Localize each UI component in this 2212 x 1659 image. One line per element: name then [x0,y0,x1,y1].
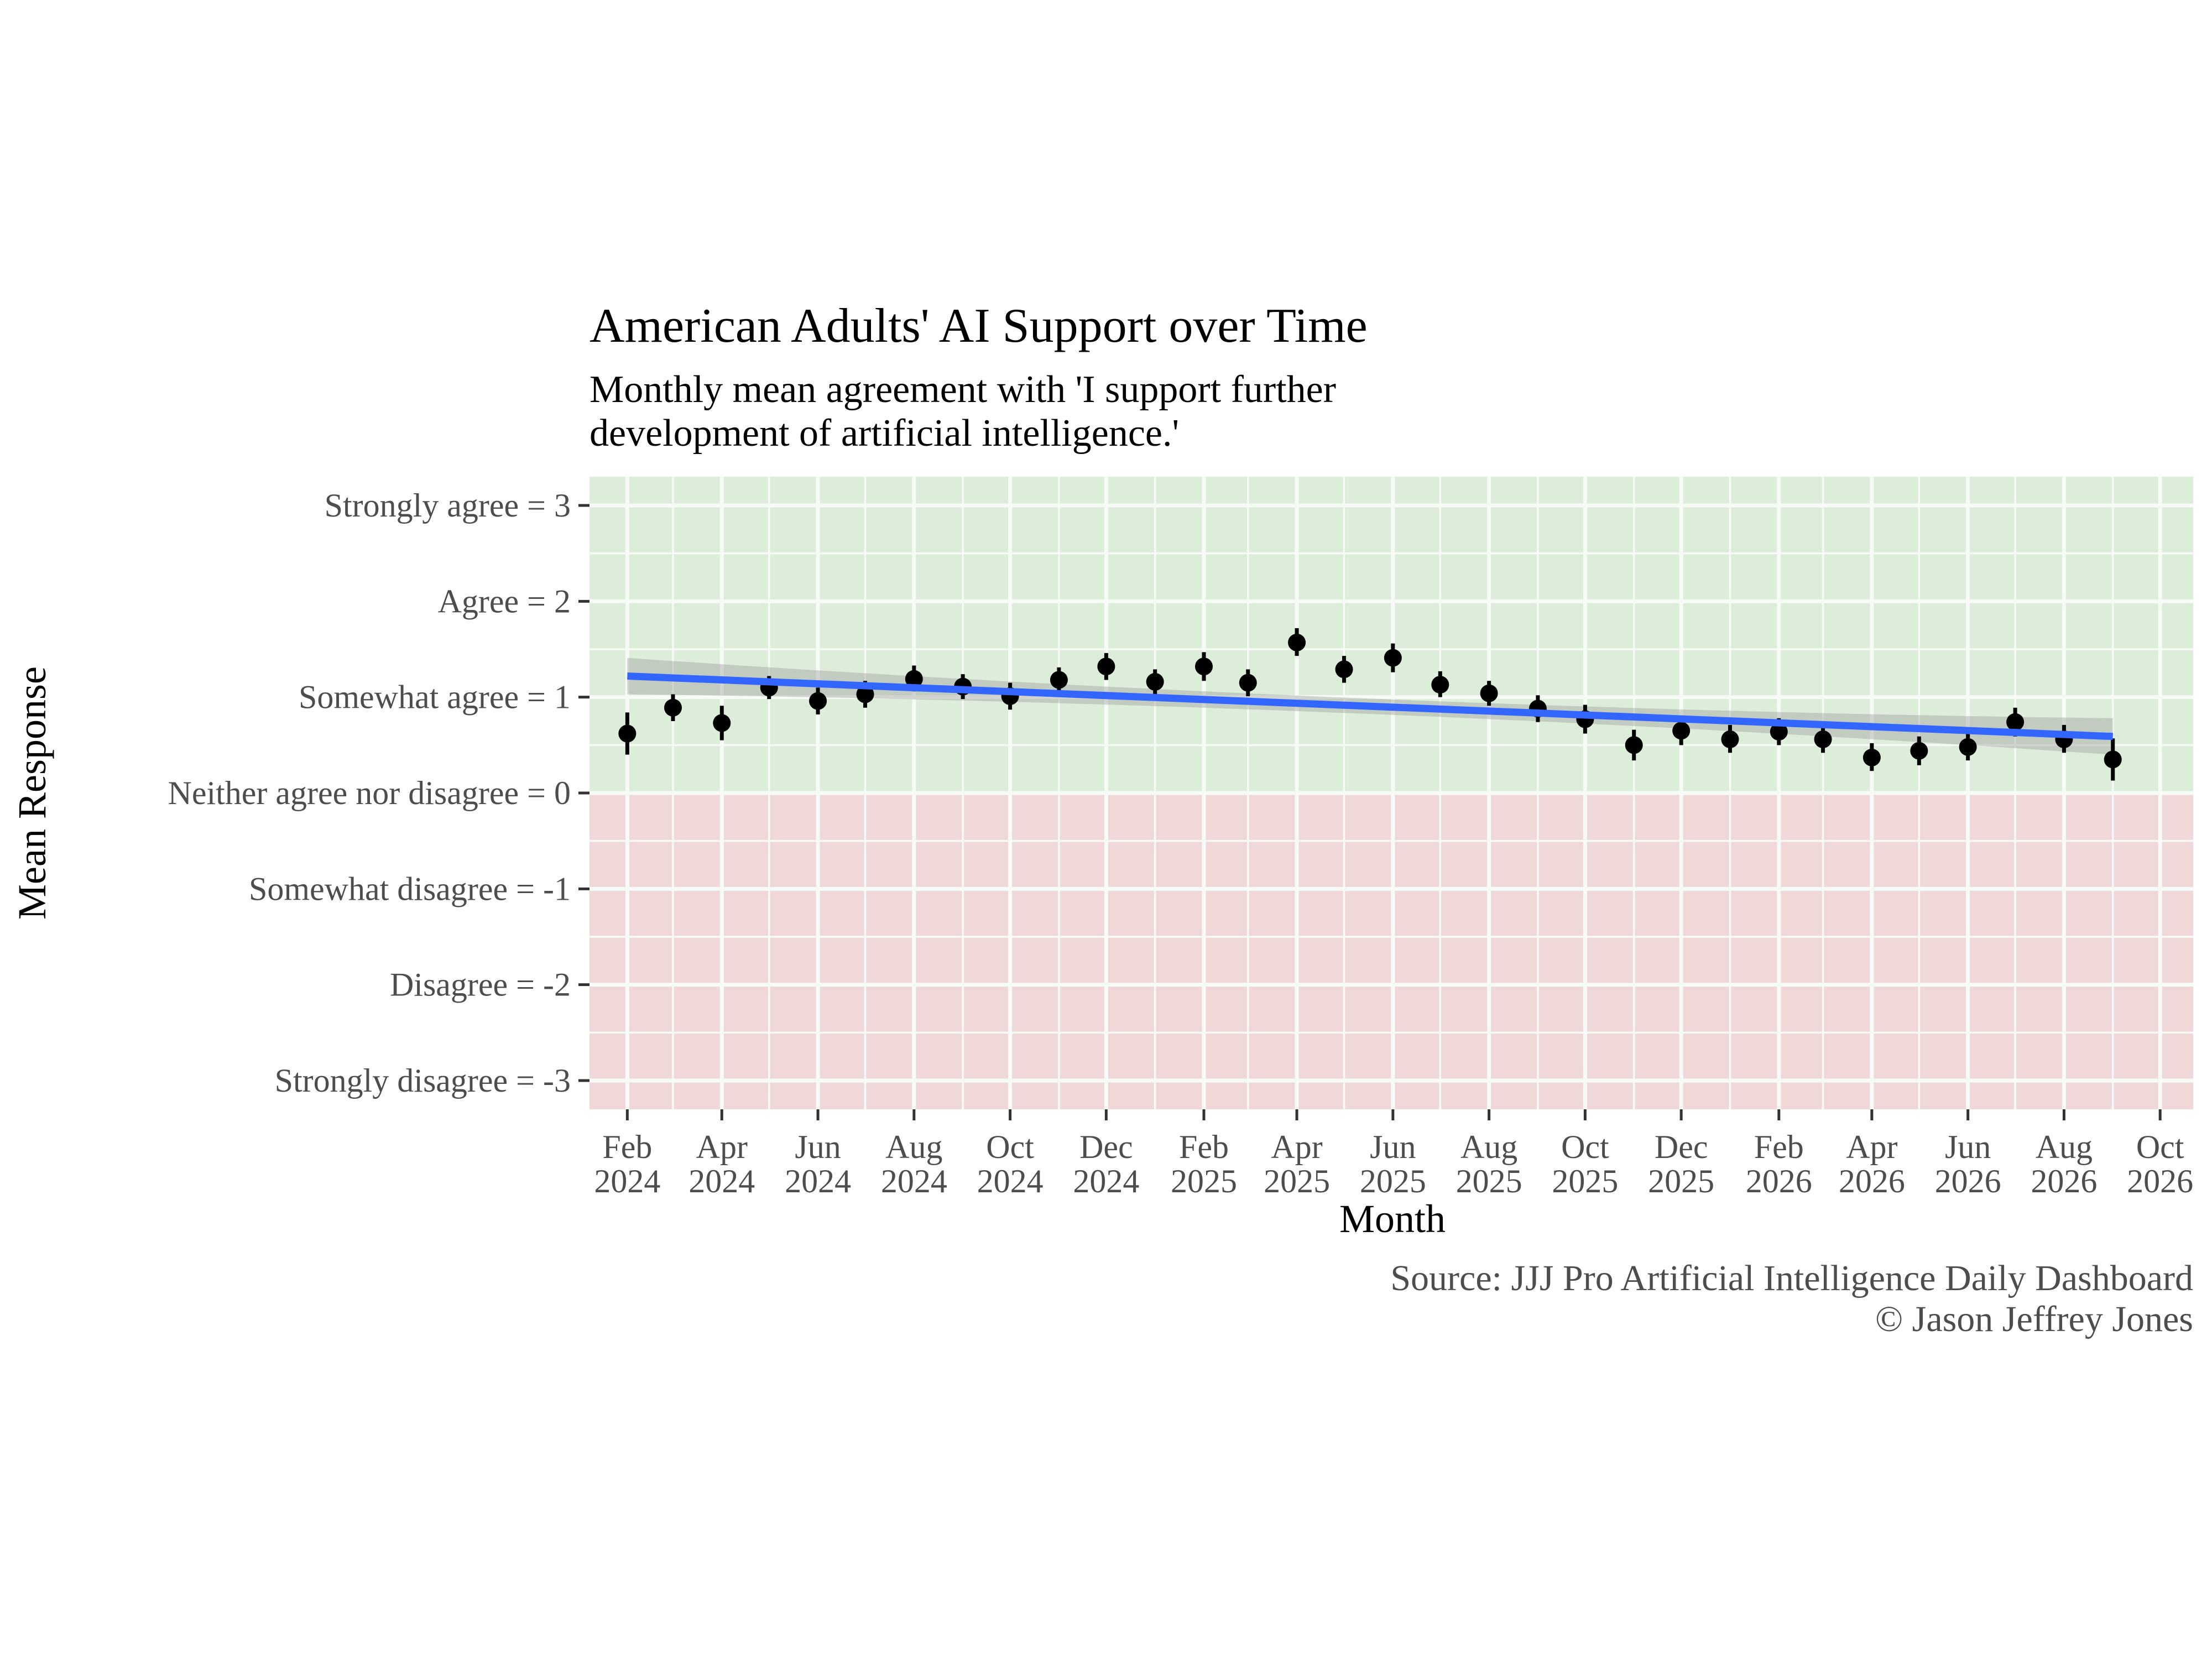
data-point [856,685,874,703]
x-tick-label-year: 2026 [1746,1163,1812,1199]
x-tick-label-year: 2026 [2127,1163,2193,1199]
x-tick-label-year: 2025 [1171,1163,1237,1199]
x-tick-label-month: Oct [2136,1129,2184,1165]
data-point [2006,713,2025,731]
data-point [1863,748,1881,766]
x-tick-label-month: Jun [1370,1129,1416,1165]
data-point [1721,730,1739,748]
x-tick-label-month: Dec [1079,1129,1133,1165]
x-tick-label-month: Aug [885,1129,942,1165]
y-tick-label: Somewhat agree = 1 [299,679,571,716]
y-tick-label: Neither agree nor disagree = 0 [168,775,571,811]
trend-line [627,672,2113,740]
data-point [1384,649,1402,667]
data-point [664,698,682,717]
y-axis-title: Mean Response [10,666,54,920]
chart-title: American Adults' AI Support over Time [589,299,1368,353]
data-point [1239,674,1257,692]
chart-subtitle-line-1: Monthly mean agreement with 'I support f… [589,368,1336,411]
data-point [809,692,827,710]
x-tick-label-year: 2024 [1073,1163,1139,1199]
x-tick-label-year: 2025 [1264,1163,1330,1199]
x-tick-label-month: Aug [1460,1129,1517,1165]
x-tick-label-year: 2024 [881,1163,947,1199]
data-point [1814,730,1832,748]
x-tick-label-month: Apr [1846,1129,1897,1165]
caption-copyright: © Jason Jeffrey Jones [1875,1299,2193,1339]
x-tick-label-year: 2025 [1456,1163,1522,1199]
data-point [1097,658,1115,676]
x-tick-label-year: 2026 [2031,1163,2097,1199]
data-point [1195,658,1213,676]
x-tick-label-month: Feb [602,1129,652,1165]
x-tick-label-month: Apr [696,1129,748,1165]
x-tick-label-year: 2026 [1935,1163,2001,1199]
data-point [1288,633,1306,651]
x-tick-label-year: 2024 [785,1163,851,1199]
x-tick-label-year: 2025 [1648,1163,1714,1199]
x-tick-label-month: Apr [1271,1129,1322,1165]
x-tick-label-year: 2024 [594,1163,660,1199]
x-tick-label-year: 2024 [688,1163,755,1199]
trend-line-layer [627,672,2113,740]
data-point [713,714,731,732]
y-tick-label: Agree = 2 [438,583,571,619]
y-tick-label: Somewhat disagree = -1 [249,870,571,907]
y-tick-label: Strongly disagree = -3 [275,1062,571,1099]
y-tick-label: Disagree = -2 [390,967,571,1003]
gridlines [589,477,2193,1109]
y-axis: Strongly agree = 3 Agree = 2 Somewhat agre… [168,487,589,1099]
caption-source: Source: JJJ Pro Artificial Intelligence … [1390,1258,2193,1298]
chart-subtitle-line-2: development of artificial intelligence.' [589,412,1179,455]
x-tick-label-month: Dec [1655,1129,1708,1165]
data-point [1480,684,1498,702]
x-tick-label-month: Jun [1945,1129,1991,1165]
data-point [1959,738,1977,756]
x-axis-title: Month [1339,1197,1446,1241]
data-point [1672,722,1691,740]
data-point [2104,750,2122,769]
x-tick-label-year: 2026 [1839,1163,1905,1199]
data-point [1431,676,1449,694]
x-tick-label-month: Oct [986,1129,1034,1165]
x-tick-label-month: Feb [1179,1129,1229,1165]
x-tick-label-month: Feb [1754,1129,1804,1165]
x-tick-label-year: 2025 [1552,1163,1618,1199]
data-point [905,670,923,688]
data-point [1050,671,1068,689]
data-point [1910,742,1928,760]
x-tick-label-month: Aug [2036,1129,2093,1165]
y-tick-label: Strongly agree = 3 [325,487,571,524]
data-point [1146,672,1164,691]
x-tick-label-month: Oct [1561,1129,1609,1165]
plot-panel [589,477,2193,1109]
x-tick-label-year: 2024 [977,1163,1044,1199]
x-axis: Feb2024Apr2024Jun2024Aug2024Oct2024Dec20… [594,1109,2193,1199]
x-tick-label-month: Jun [795,1129,841,1165]
x-tick-label-year: 2025 [1360,1163,1426,1199]
data-point [618,724,637,743]
data-point [1625,736,1643,754]
data-point [1770,723,1788,741]
data-point [1335,660,1353,679]
